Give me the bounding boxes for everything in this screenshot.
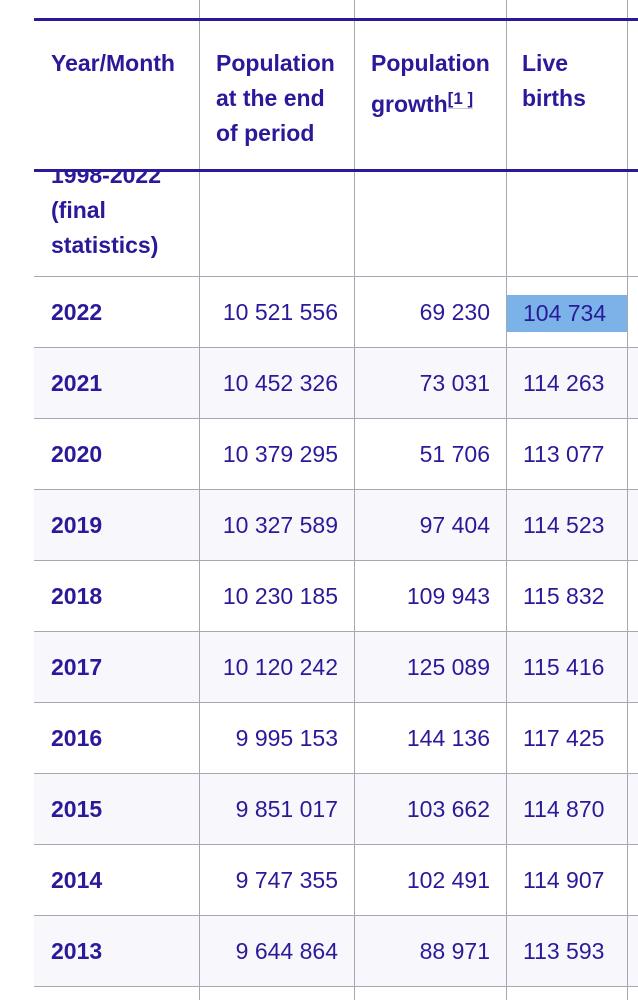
row-population: 9 851 017 — [235, 796, 338, 822]
row-growth: 144 136 — [406, 725, 490, 751]
row-year: 2021 — [51, 370, 103, 396]
header-population-growth-label: Population growth — [371, 50, 490, 117]
row-year: 2015 — [51, 796, 103, 822]
row-year: 2019 — [51, 512, 103, 538]
row-population: 10 120 242 — [222, 654, 338, 680]
row-births: 113 593 — [523, 938, 605, 964]
column-divider — [506, 0, 507, 1000]
row-growth: 109 943 — [406, 583, 490, 609]
row-band — [34, 347, 638, 418]
row-births: 115 416 — [523, 654, 605, 680]
row-population: 9 747 355 — [235, 867, 338, 893]
row-divider — [34, 631, 638, 632]
row-year: 2016 — [51, 725, 103, 751]
row-population: 10 521 556 — [222, 299, 338, 325]
header-top-rule — [34, 18, 638, 21]
header-bottom-rule — [34, 169, 638, 172]
column-divider — [354, 0, 355, 1000]
row-year: 2013 — [51, 938, 103, 964]
row-year: 2017 — [51, 654, 103, 680]
row-band — [34, 773, 638, 844]
header-live-births[interactable]: Live births — [522, 50, 586, 111]
selection-highlight[interactable]: 104 734 — [507, 295, 627, 333]
row-divider — [34, 489, 638, 490]
row-band — [34, 489, 638, 560]
row-births: 114 870 — [523, 796, 605, 822]
row-year: 2014 — [51, 867, 103, 893]
row-growth: 125 089 — [406, 654, 490, 680]
row-growth: 73 031 — [419, 370, 490, 396]
row-growth: 69 230 — [419, 299, 490, 325]
column-divider — [627, 0, 628, 1000]
row-divider — [34, 702, 638, 703]
row-births: 115 832 — [523, 583, 605, 609]
row-births: 114 263 — [523, 370, 605, 396]
row-births: 114 907 — [523, 867, 605, 893]
row-divider — [34, 560, 638, 561]
row-births: 114 523 — [523, 512, 605, 538]
row-growth: 51 706 — [419, 441, 490, 467]
row-divider — [34, 276, 638, 277]
row-growth: 97 404 — [419, 512, 490, 538]
row-divider — [34, 915, 638, 916]
section-label: 1998-2022 (final statistics) — [51, 171, 161, 258]
row-divider — [34, 347, 638, 348]
row-births: 113 077 — [523, 441, 605, 467]
section-label-clip: 1998-2022 (final statistics) — [34, 171, 200, 276]
header-population-growth[interactable]: Population growth[1 ] — [371, 46, 501, 122]
row-band — [34, 915, 638, 986]
column-divider — [199, 0, 200, 1000]
footnote-link[interactable]: [1 ] — [447, 89, 474, 109]
selected-cell[interactable]: 104 734 — [507, 277, 627, 348]
row-population: 10 327 589 — [222, 512, 338, 538]
row-divider — [34, 773, 638, 774]
row-growth: 102 491 — [406, 867, 490, 893]
row-population: 10 230 185 — [222, 583, 338, 609]
row-year: 2022 — [51, 299, 103, 325]
row-population: 10 452 326 — [222, 370, 338, 396]
row-growth: 103 662 — [406, 796, 490, 822]
row-population: 9 995 153 — [235, 725, 338, 751]
row-growth: 88 971 — [419, 938, 490, 964]
row-divider — [34, 844, 638, 845]
row-population: 9 644 864 — [235, 938, 338, 964]
row-births: 117 425 — [523, 725, 605, 751]
row-divider — [34, 418, 638, 419]
row-divider — [34, 986, 638, 987]
row-band — [34, 631, 638, 702]
row-year: 2018 — [51, 583, 103, 609]
header-population[interactable]: Population at the end of period — [216, 50, 335, 146]
header-year-month[interactable]: Year/Month — [51, 50, 175, 76]
row-population: 10 379 295 — [222, 441, 338, 467]
row-year: 2020 — [51, 441, 103, 467]
